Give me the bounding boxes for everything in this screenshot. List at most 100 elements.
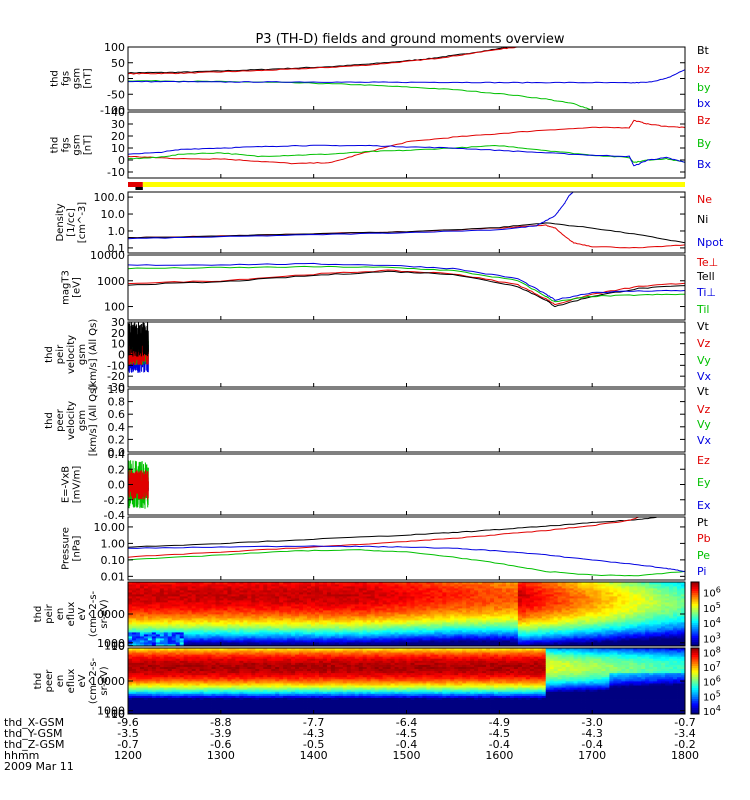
spectrogram-cell xyxy=(163,640,169,643)
spectrogram-cell xyxy=(673,616,678,619)
spectrogram-cell xyxy=(259,606,264,609)
spectrogram-cell xyxy=(617,586,622,589)
spectrogram-cell xyxy=(573,586,578,589)
spectrogram-cell xyxy=(311,628,316,631)
spectrogram-cell xyxy=(474,622,479,625)
spectrogram-cell xyxy=(490,612,495,615)
spectrogram-cell xyxy=(649,584,654,587)
spectrogram-cell xyxy=(625,620,630,623)
spectrogram-cell xyxy=(486,612,491,615)
spectrogram-cell xyxy=(330,594,336,597)
spectrogram-cell xyxy=(525,590,531,593)
spectrogram-cell xyxy=(545,634,551,637)
spectrogram-cell xyxy=(637,624,642,627)
spectrogram-cell xyxy=(637,600,642,603)
spectrogram-cell xyxy=(669,606,674,609)
spectrogram-cell xyxy=(128,588,133,591)
spectrogram-cell xyxy=(291,582,296,585)
spectrogram-cell xyxy=(167,642,173,645)
spectrogram-cell xyxy=(346,628,352,631)
spectrogram-cell xyxy=(517,584,523,587)
spectrogram-cell xyxy=(159,634,165,637)
spectrogram-cell xyxy=(215,630,220,633)
spectrogram-cell xyxy=(183,624,189,627)
spectrogram-cell xyxy=(279,640,284,643)
spectrogram-cell xyxy=(366,628,372,631)
spectrogram-cell xyxy=(561,644,567,646)
spectrogram-cell xyxy=(227,632,232,635)
spectrogram-cell xyxy=(541,590,547,593)
spectrogram-cell xyxy=(366,588,372,591)
spectrogram-cell xyxy=(446,590,451,593)
spectrogram-cell xyxy=(159,582,165,585)
spectrogram-cell xyxy=(426,610,431,613)
spectrogram-cell xyxy=(597,640,602,643)
spectrogram-cell xyxy=(505,644,511,646)
spectrogram-cell xyxy=(561,584,567,587)
spectrogram-cell xyxy=(509,624,515,627)
spectrogram-cell xyxy=(291,630,296,633)
spectrogram-cell xyxy=(386,594,391,597)
spectrogram-cell xyxy=(151,602,157,605)
spectrogram-cell xyxy=(501,602,507,605)
spectrogram-cell xyxy=(311,586,316,589)
colorbar-cell xyxy=(691,601,699,604)
spectrogram-cell xyxy=(561,582,567,585)
spectrogram-cell xyxy=(362,628,368,631)
spectrogram-cell xyxy=(446,636,451,639)
spectrogram-cell xyxy=(422,620,427,623)
spectrogram-cell xyxy=(330,596,336,599)
spectrogram-cell xyxy=(346,630,352,633)
spectrogram-cell xyxy=(661,600,666,603)
spectrogram-cell xyxy=(307,606,312,609)
spectrogram-cell xyxy=(295,608,300,611)
spectrogram-cell xyxy=(498,594,503,597)
spectrogram-cell xyxy=(513,590,519,593)
spectrogram-cell xyxy=(669,638,674,641)
spectrogram-cell xyxy=(374,644,380,646)
y-tick-label: 1.0 xyxy=(108,225,126,238)
spectrogram-cell xyxy=(366,620,372,623)
spectrogram-cell xyxy=(605,624,610,627)
spectrogram-cell xyxy=(283,630,288,633)
spectrogram-cell xyxy=(470,582,475,585)
spectrogram-cell xyxy=(191,622,197,625)
spectrogram-cell xyxy=(291,590,296,593)
spectrogram-cell xyxy=(657,626,662,629)
spectrogram-cell xyxy=(151,632,157,635)
spectrogram-cell xyxy=(330,610,336,613)
spectrogram-cell xyxy=(131,664,137,667)
legend-entry-3: Vx xyxy=(697,434,712,447)
spectrogram-cell xyxy=(537,640,543,643)
spectrogram-cell xyxy=(227,608,232,611)
spectrogram-cell xyxy=(291,584,296,587)
spectrogram-cell xyxy=(509,582,515,585)
spectrogram-cell xyxy=(128,656,133,659)
spectrogram-cell xyxy=(509,584,515,587)
spectrogram-cell xyxy=(338,630,344,633)
spectrogram-cell xyxy=(573,600,578,603)
spectrogram-cell xyxy=(617,614,622,617)
spectrogram-cell xyxy=(478,628,483,631)
spectrogram-cell xyxy=(287,588,292,591)
spectrogram-cell xyxy=(175,618,181,621)
spectrogram-cell xyxy=(649,618,654,621)
spectrogram-cell xyxy=(247,590,252,593)
spectrogram-cell xyxy=(151,584,157,587)
spectrogram-cell xyxy=(128,695,133,698)
spectrogram-cell xyxy=(326,600,332,603)
spectrogram-cell xyxy=(350,602,356,605)
spectrogram-cell xyxy=(438,618,443,621)
spectrogram-cell xyxy=(151,592,157,595)
spectrogram-cell xyxy=(498,602,503,605)
spectrogram-cell xyxy=(442,608,447,611)
spectrogram-cell xyxy=(581,610,586,613)
spectrogram-cell xyxy=(490,618,495,621)
spectrogram-cell xyxy=(589,594,594,597)
spectrogram-cell xyxy=(430,594,435,597)
spectrogram-cell xyxy=(231,640,236,643)
spectrogram-cell xyxy=(498,590,503,593)
spectrogram-cell xyxy=(235,604,240,607)
spectrogram-cell xyxy=(533,640,539,643)
spectrogram-cell xyxy=(390,592,395,595)
